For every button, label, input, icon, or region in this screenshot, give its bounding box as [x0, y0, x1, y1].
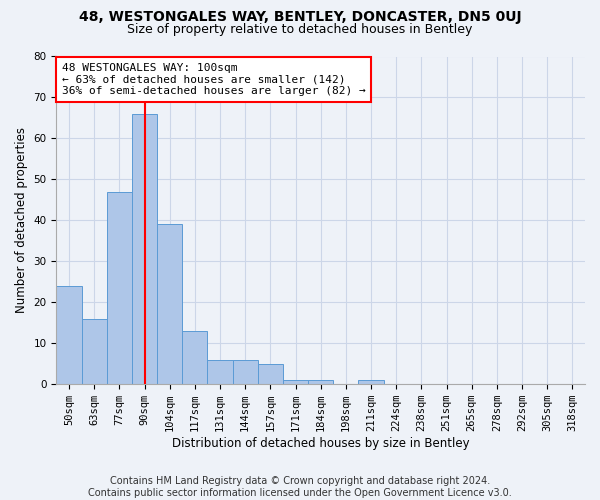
Bar	[308, 380, 333, 384]
Bar	[208, 360, 233, 384]
X-axis label: Distribution of detached houses by size in Bentley: Distribution of detached houses by size …	[172, 437, 470, 450]
Text: Size of property relative to detached houses in Bentley: Size of property relative to detached ho…	[127, 22, 473, 36]
Bar	[82, 318, 107, 384]
Bar	[132, 114, 157, 384]
Bar	[157, 224, 182, 384]
Bar	[182, 331, 208, 384]
Bar	[107, 192, 132, 384]
Bar	[56, 286, 82, 384]
Text: Contains HM Land Registry data © Crown copyright and database right 2024.
Contai: Contains HM Land Registry data © Crown c…	[88, 476, 512, 498]
Bar	[283, 380, 308, 384]
Text: 48, WESTONGALES WAY, BENTLEY, DONCASTER, DN5 0UJ: 48, WESTONGALES WAY, BENTLEY, DONCASTER,…	[79, 10, 521, 24]
Bar	[258, 364, 283, 384]
Y-axis label: Number of detached properties: Number of detached properties	[15, 128, 28, 314]
Bar	[233, 360, 258, 384]
Bar	[358, 380, 383, 384]
Text: 48 WESTONGALES WAY: 100sqm
← 63% of detached houses are smaller (142)
36% of sem: 48 WESTONGALES WAY: 100sqm ← 63% of deta…	[62, 63, 365, 96]
